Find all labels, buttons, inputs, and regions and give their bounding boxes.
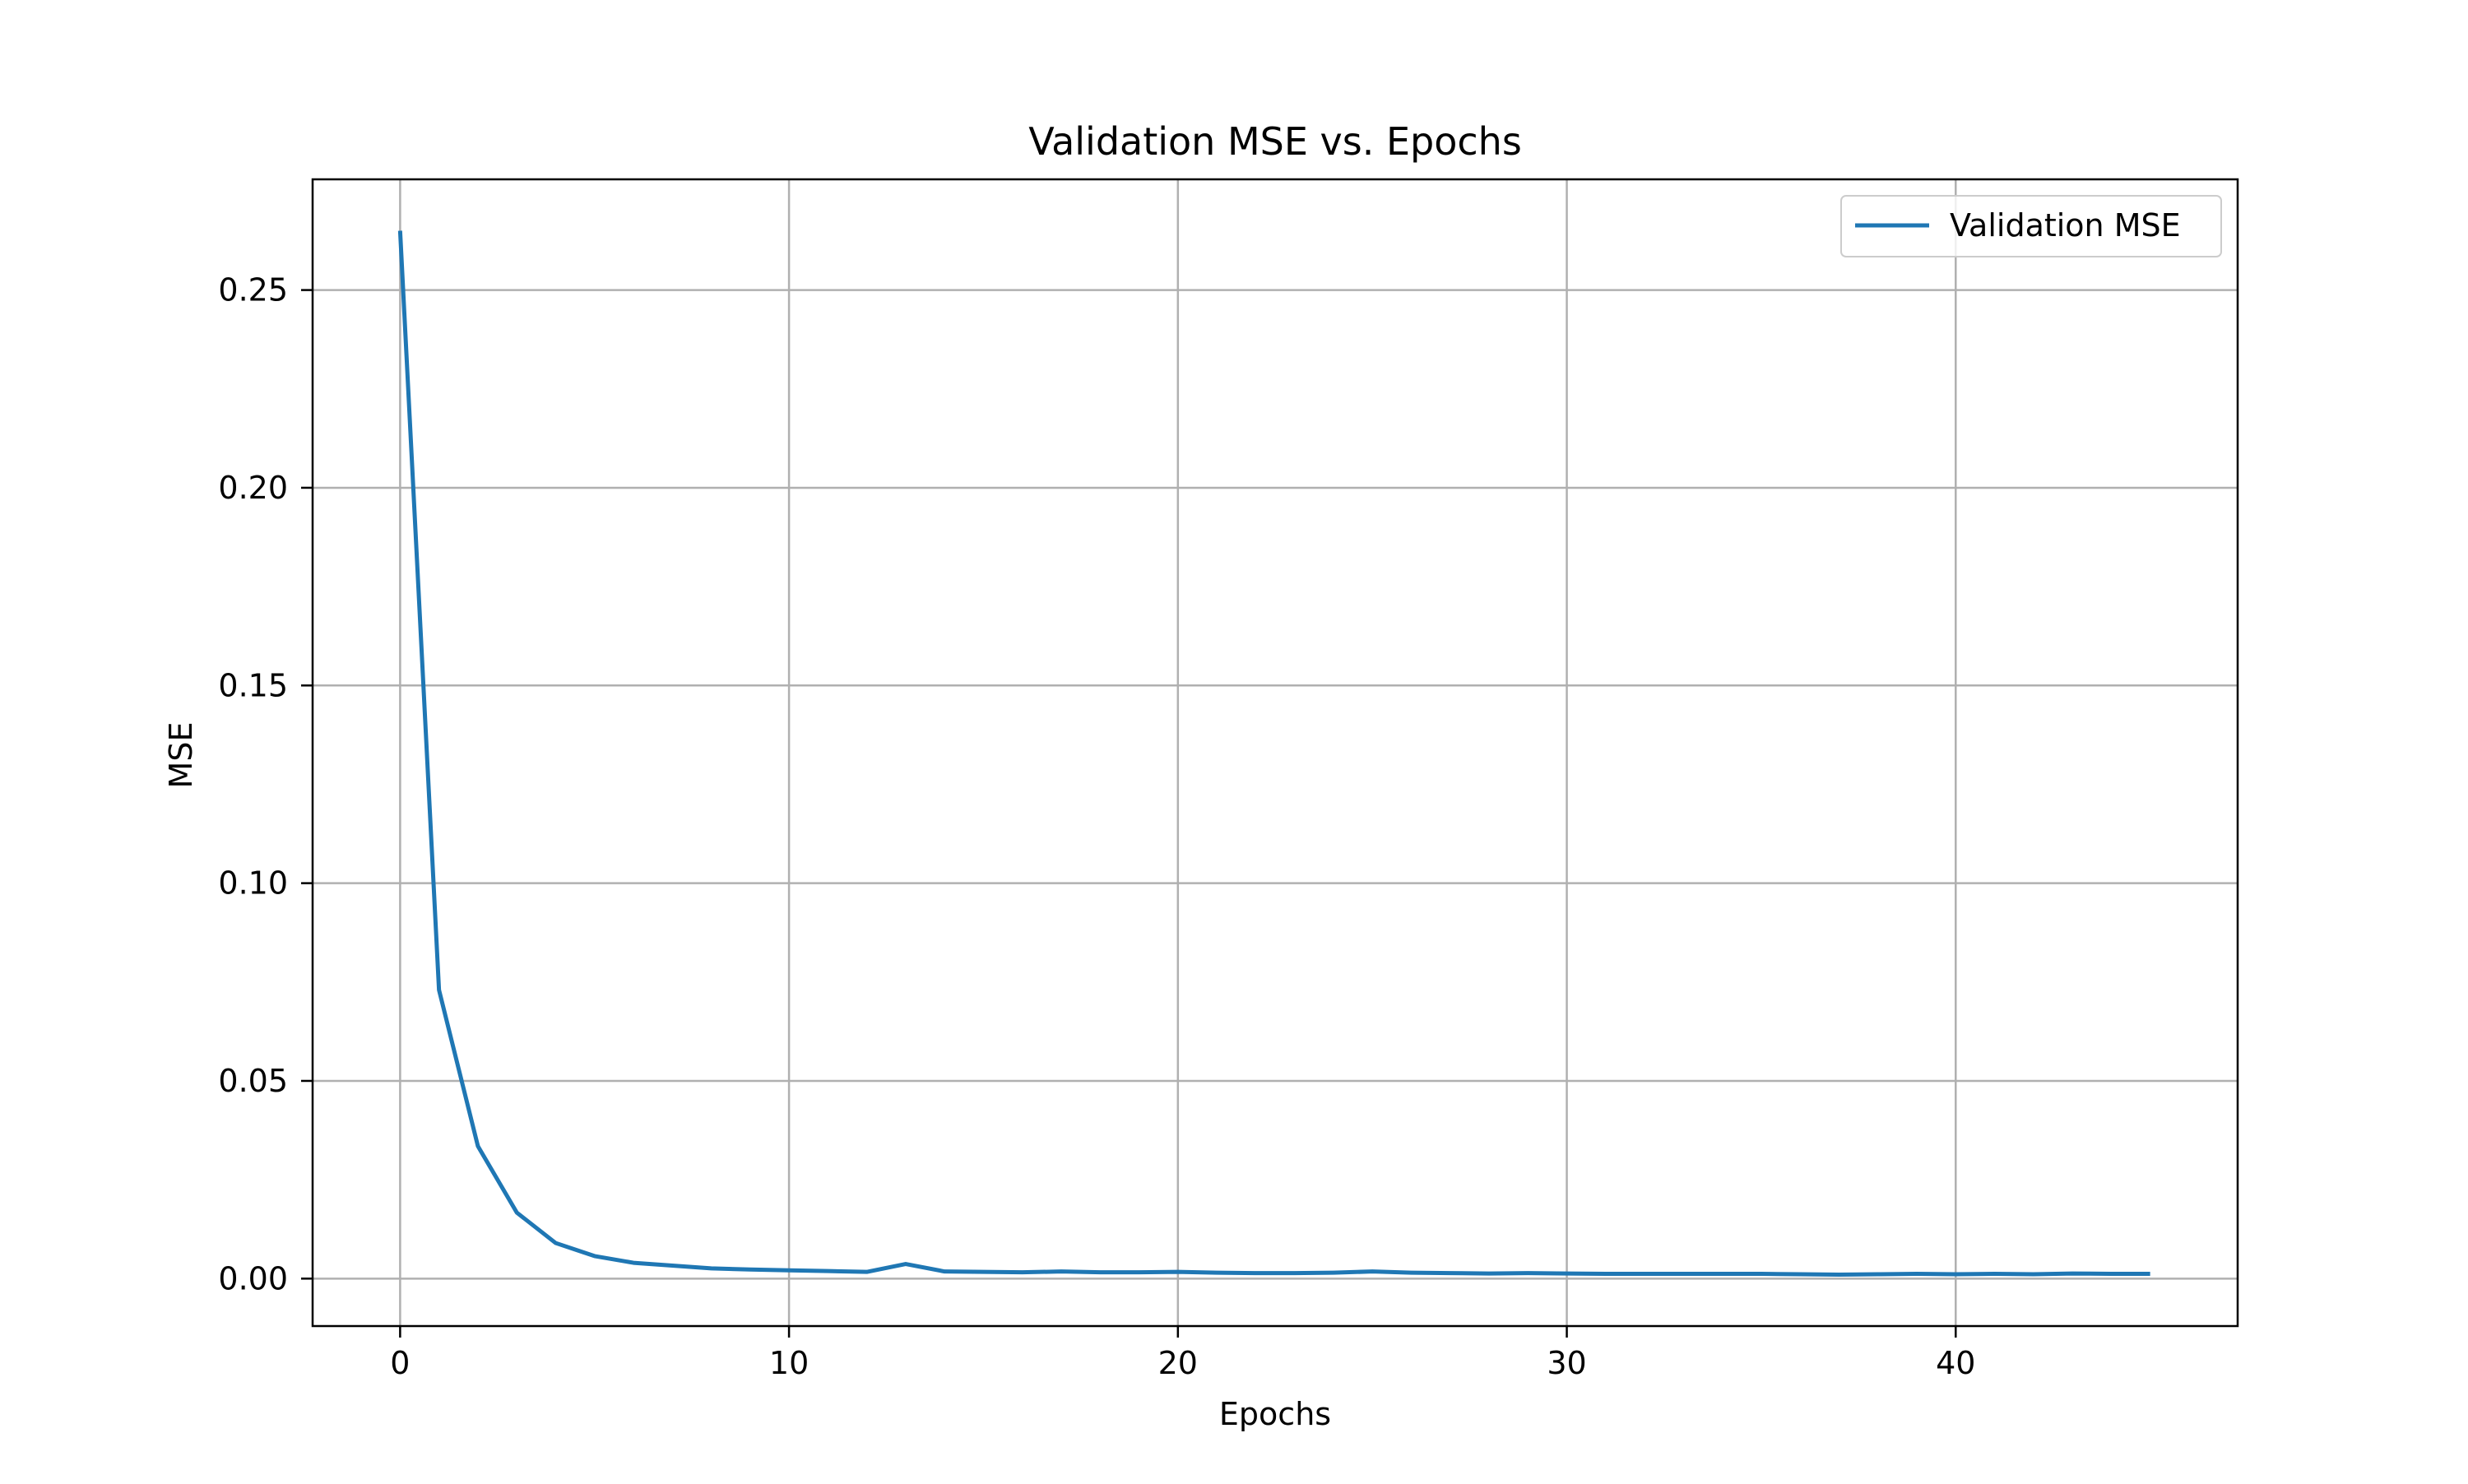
y-tick-label: 0.10 <box>218 865 288 902</box>
x-tick-label: 20 <box>1158 1345 1198 1381</box>
y-tick-label: 0.05 <box>218 1063 288 1099</box>
y-tick-label: 0.15 <box>218 667 288 703</box>
y-axis-label: MSE <box>163 722 199 789</box>
x-tick-label: 10 <box>769 1345 809 1381</box>
legend-label-validation-mse: Validation MSE <box>1950 207 2181 243</box>
x-tick-label: 30 <box>1547 1345 1586 1381</box>
x-axis-label: Epochs <box>1219 1396 1331 1432</box>
legend: Validation MSE <box>1841 196 2221 257</box>
y-tick-label: 0.00 <box>218 1260 288 1296</box>
y-tick-label: 0.20 <box>218 470 288 506</box>
y-tick-label: 0.25 <box>218 272 288 308</box>
chart-title: Validation MSE vs. Epochs <box>1028 119 1522 164</box>
x-tick-label: 0 <box>390 1345 410 1381</box>
x-tick-label: 40 <box>1936 1345 1975 1381</box>
